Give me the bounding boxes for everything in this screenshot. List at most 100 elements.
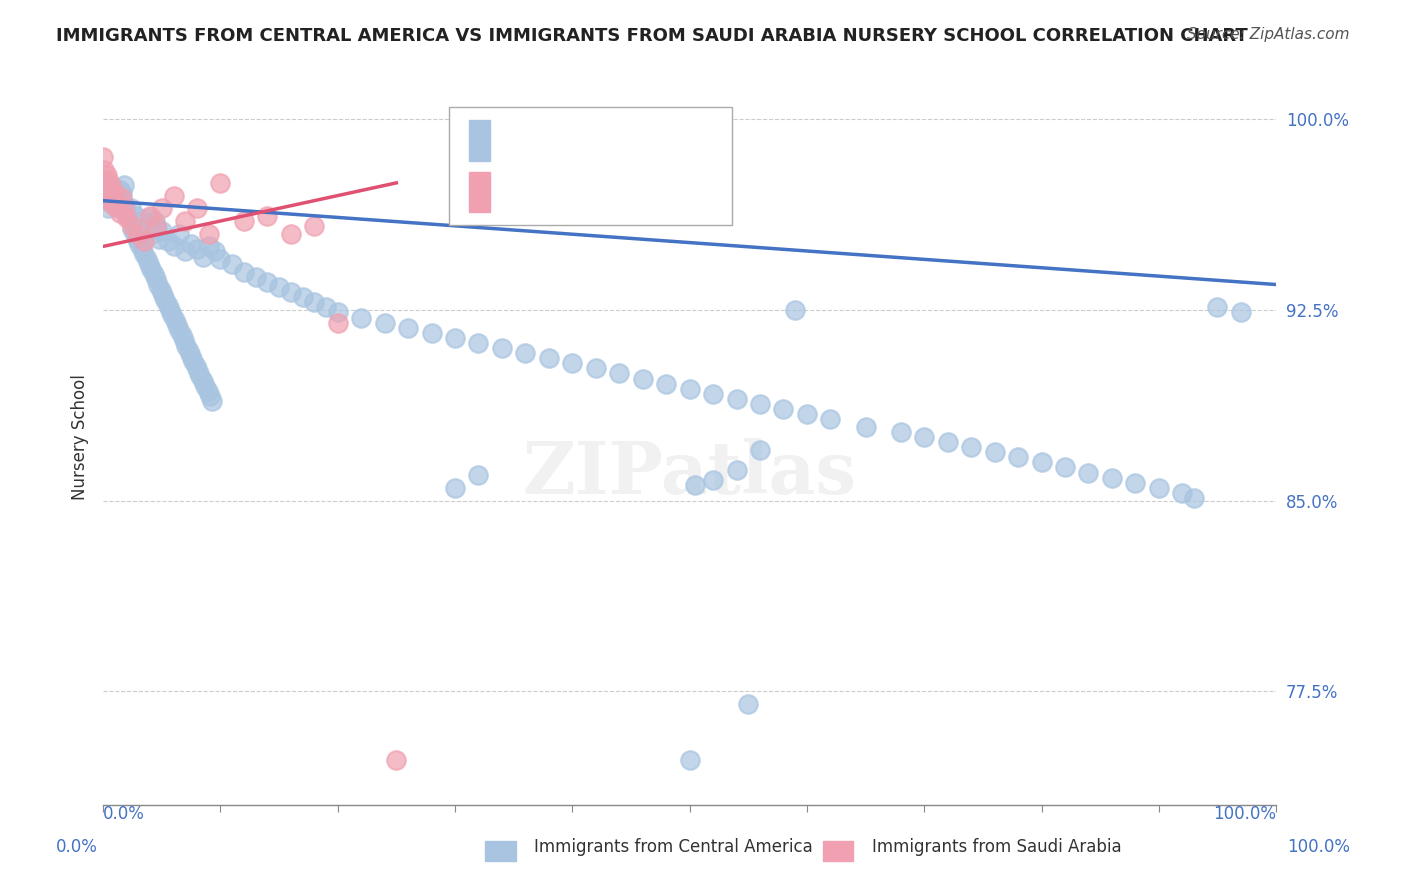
Point <box>141 262 163 277</box>
Point <box>97 202 120 216</box>
Point <box>114 199 136 213</box>
Point <box>186 242 208 256</box>
Point <box>796 407 818 421</box>
Point <box>232 214 254 228</box>
Point <box>186 202 208 216</box>
Text: N =: N = <box>631 171 671 190</box>
Point <box>112 178 135 193</box>
Point <box>118 211 141 226</box>
Point <box>145 219 167 233</box>
Point <box>204 244 226 259</box>
Point <box>163 313 186 327</box>
Text: 100.0%: 100.0% <box>1286 838 1350 856</box>
Point <box>149 283 172 297</box>
Point <box>141 227 163 241</box>
Point <box>170 328 193 343</box>
Point <box>326 305 349 319</box>
Point <box>139 219 162 233</box>
Point <box>467 468 489 483</box>
Point <box>98 191 121 205</box>
Point <box>350 310 373 325</box>
Point <box>194 379 217 393</box>
Point <box>110 191 132 205</box>
Text: 33: 33 <box>678 171 703 190</box>
Point <box>142 268 165 282</box>
Point <box>190 369 212 384</box>
Point <box>187 364 209 378</box>
Point <box>820 412 842 426</box>
Point <box>725 392 748 406</box>
Point <box>702 386 724 401</box>
Point <box>304 295 326 310</box>
Point <box>702 473 724 487</box>
Point <box>515 346 537 360</box>
Point <box>245 269 267 284</box>
Point <box>93 163 115 178</box>
Point <box>326 316 349 330</box>
Point <box>315 301 337 315</box>
Point <box>1101 470 1123 484</box>
Point <box>1031 455 1053 469</box>
Point <box>98 186 121 200</box>
Point <box>105 194 128 208</box>
Point <box>150 202 173 216</box>
Point <box>134 224 156 238</box>
Point <box>232 265 254 279</box>
Point <box>162 188 184 202</box>
Text: 100.0%: 100.0% <box>1213 805 1277 823</box>
Point <box>129 221 152 235</box>
Point <box>145 272 167 286</box>
Point <box>97 173 120 187</box>
Text: N =: N = <box>631 120 671 138</box>
Point <box>749 442 772 457</box>
Point <box>1206 301 1229 315</box>
Text: 0.0%: 0.0% <box>103 805 145 823</box>
Point <box>209 252 232 266</box>
Text: 0.0%: 0.0% <box>56 838 98 856</box>
Point <box>960 440 983 454</box>
Point <box>94 176 117 190</box>
Point <box>983 445 1005 459</box>
Point <box>96 168 118 182</box>
Point <box>197 239 219 253</box>
FancyBboxPatch shape <box>470 120 491 161</box>
Point <box>209 176 232 190</box>
Point <box>785 302 807 317</box>
Point <box>156 235 179 249</box>
Point <box>585 361 607 376</box>
Point <box>136 211 159 226</box>
Text: 0.250: 0.250 <box>548 171 606 190</box>
Point <box>607 367 630 381</box>
Point <box>561 356 583 370</box>
Point <box>631 371 654 385</box>
Point <box>134 247 156 261</box>
Point <box>162 308 184 322</box>
Text: Immigrants from Central America: Immigrants from Central America <box>534 838 813 856</box>
Point <box>169 323 191 337</box>
Point <box>120 202 142 216</box>
Point <box>148 232 170 246</box>
Y-axis label: Nursery School: Nursery School <box>72 374 89 500</box>
Point <box>108 184 131 198</box>
FancyBboxPatch shape <box>470 171 491 212</box>
Point <box>420 326 443 340</box>
Point <box>180 349 202 363</box>
Point <box>191 374 214 388</box>
Point <box>1230 305 1253 319</box>
Point <box>105 188 128 202</box>
Text: -0.132: -0.132 <box>548 120 613 138</box>
Point <box>655 376 678 391</box>
Point <box>94 194 117 208</box>
Point <box>91 151 114 165</box>
Point <box>166 318 188 333</box>
Point <box>173 334 195 348</box>
Point <box>772 402 794 417</box>
Point <box>890 425 912 439</box>
Text: R =: R = <box>496 120 536 138</box>
Point <box>1077 466 1099 480</box>
Point <box>131 242 153 256</box>
Point <box>685 478 707 492</box>
Point <box>1182 491 1205 505</box>
Point <box>148 277 170 292</box>
Point <box>912 430 935 444</box>
